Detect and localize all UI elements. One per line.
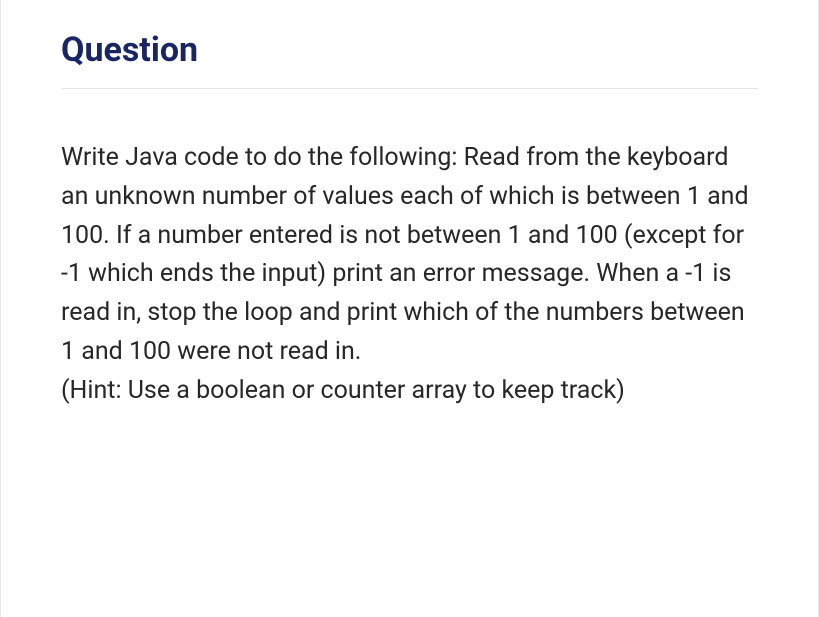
question-paragraph-hint: (Hint: Use a boolean or counter array to…	[61, 372, 758, 411]
question-body: Write Java code to do the following: Rea…	[61, 139, 758, 410]
question-heading: Question	[61, 30, 758, 89]
question-paragraph-main: Write Java code to do the following: Rea…	[61, 139, 758, 372]
